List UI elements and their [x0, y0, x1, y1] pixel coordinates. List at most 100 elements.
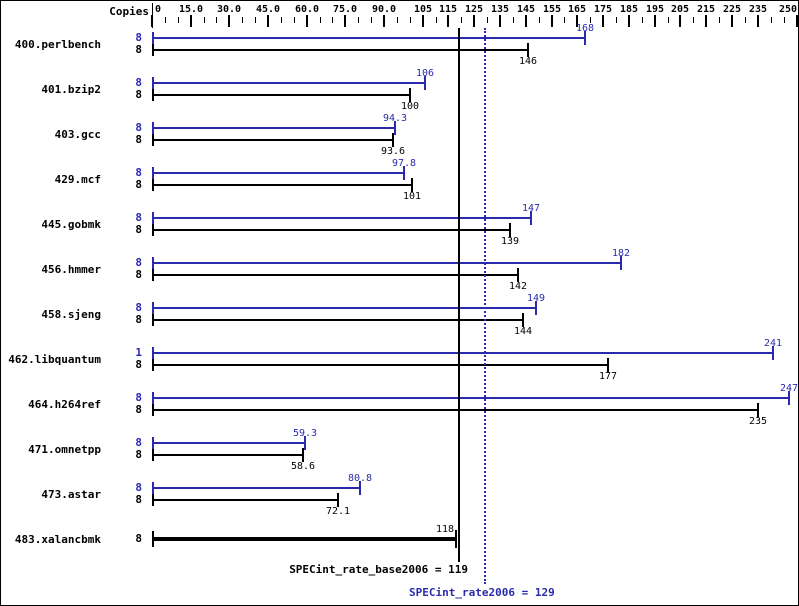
copies-label: 8 — [135, 133, 142, 146]
axis-major-tick — [551, 15, 553, 27]
bar-value-label: 144 — [513, 326, 533, 337]
axis-minor-tick — [616, 17, 617, 23]
axis-tick-label: 185 — [619, 4, 639, 15]
copies-label: 8 — [135, 436, 142, 449]
axis-minor-tick — [564, 17, 565, 23]
axis-tick-label: 15.0 — [178, 4, 204, 15]
axis-major-tick — [344, 15, 346, 27]
bar-value-label: 72.1 — [325, 506, 351, 517]
bar-value-label: 93.6 — [380, 146, 406, 157]
axis-minor-tick — [461, 17, 462, 23]
axis-minor-tick — [642, 17, 643, 23]
axis-major-tick — [654, 15, 656, 27]
axis-major-tick — [151, 15, 153, 27]
bar-value-label: 100 — [400, 101, 420, 112]
copies-label: 8 — [135, 268, 142, 281]
bar-base — [153, 94, 410, 96]
copies-label: 8 — [135, 493, 142, 506]
bar-end-tick — [620, 256, 622, 270]
benchmark-label: 400.perlbench — [14, 38, 101, 51]
bar-peak — [153, 172, 404, 174]
copies-label: 8 — [135, 301, 142, 314]
bar-peak — [153, 262, 621, 264]
axis-minor-tick — [371, 17, 372, 23]
copies-label: 8 — [135, 76, 142, 89]
bar-value-label: 247 — [779, 383, 799, 394]
axis-minor-tick — [784, 17, 785, 23]
bar-value-label: 58.6 — [290, 461, 316, 472]
axis-tick-label: 75.0 — [332, 4, 358, 15]
axis-minor-tick — [590, 17, 591, 23]
copies-label: 8 — [135, 313, 142, 326]
bar-peak — [153, 442, 305, 444]
axis-minor-tick — [693, 17, 694, 23]
axis-tick-label: 215 — [696, 4, 716, 15]
bar-end-tick — [359, 481, 361, 495]
benchmark-label: 456.hmmer — [41, 263, 101, 276]
benchmark-label: 401.bzip2 — [41, 83, 101, 96]
axis-minor-tick — [719, 17, 720, 23]
bar-value-label: 97.8 — [391, 158, 417, 169]
bar-base — [153, 139, 393, 141]
bar-peak — [153, 487, 360, 489]
axis-tick-label: 30.0 — [216, 4, 242, 15]
benchmark-label: 471.omnetpp — [28, 443, 101, 456]
bar-end-tick — [337, 493, 339, 507]
axis-tick-label: 205 — [670, 4, 690, 15]
bar-end-tick — [772, 346, 774, 360]
bar-base — [153, 274, 518, 276]
bar-base — [153, 364, 608, 366]
benchmark-label: 429.mcf — [54, 173, 101, 186]
axis-minor-tick — [216, 17, 217, 23]
bar-value-label: 101 — [402, 191, 422, 202]
bar-peak — [153, 37, 585, 39]
bar-end-tick — [535, 301, 537, 315]
reference-line-peak — [484, 28, 486, 584]
bar-end-tick — [530, 211, 532, 225]
axis-major-tick — [576, 15, 578, 27]
axis-minor-tick — [358, 17, 359, 23]
bar-peak — [153, 352, 773, 354]
bar-end-tick — [403, 166, 405, 180]
copies-label: 8 — [135, 88, 142, 101]
benchmark-label: 458.sjeng — [41, 308, 101, 321]
benchmark-label: 473.astar — [41, 488, 101, 501]
copies-label: 8 — [135, 403, 142, 416]
axis-tick-label: 90.0 — [371, 4, 397, 15]
bar-base — [153, 229, 510, 231]
axis-tick-label: 115 — [438, 4, 458, 15]
axis-major-tick — [628, 15, 630, 27]
bar-value-label: 146 — [518, 56, 538, 67]
bar-value-label: 106 — [415, 68, 435, 79]
bar-peak — [153, 127, 395, 129]
axis-major-tick — [190, 15, 192, 27]
axis-tick-label: 235 — [748, 4, 768, 15]
copies-label: 8 — [135, 121, 142, 134]
axis-minor-tick — [178, 17, 179, 23]
bar-base — [153, 499, 338, 501]
axis-minor-tick — [745, 17, 746, 23]
copies-label: 8 — [135, 481, 142, 494]
axis-minor-tick — [281, 17, 282, 23]
copies-column-header: Copies — [109, 5, 149, 18]
reference-line-base — [458, 28, 460, 562]
copies-label: 8 — [135, 532, 142, 545]
axis-tick-label: 45.0 — [255, 4, 281, 15]
axis-minor-tick — [332, 17, 333, 23]
axis-major-tick — [499, 15, 501, 27]
copies-label: 1 — [135, 346, 142, 359]
axis-major-tick — [306, 15, 308, 27]
bar-value-label: 147 — [521, 203, 541, 214]
axis-minor-tick — [294, 17, 295, 23]
axis-minor-tick — [242, 17, 243, 23]
bar-value-label: 118 — [435, 524, 455, 535]
copies-label: 8 — [135, 43, 142, 56]
bar-value-label: 177 — [598, 371, 618, 382]
bar-peak — [153, 397, 789, 399]
bar-end-tick — [757, 403, 759, 417]
axis-major-tick — [473, 15, 475, 27]
bar-value-label: 235 — [748, 416, 768, 427]
bar-value-label: 80.8 — [347, 473, 373, 484]
axis-minor-tick — [771, 17, 772, 23]
